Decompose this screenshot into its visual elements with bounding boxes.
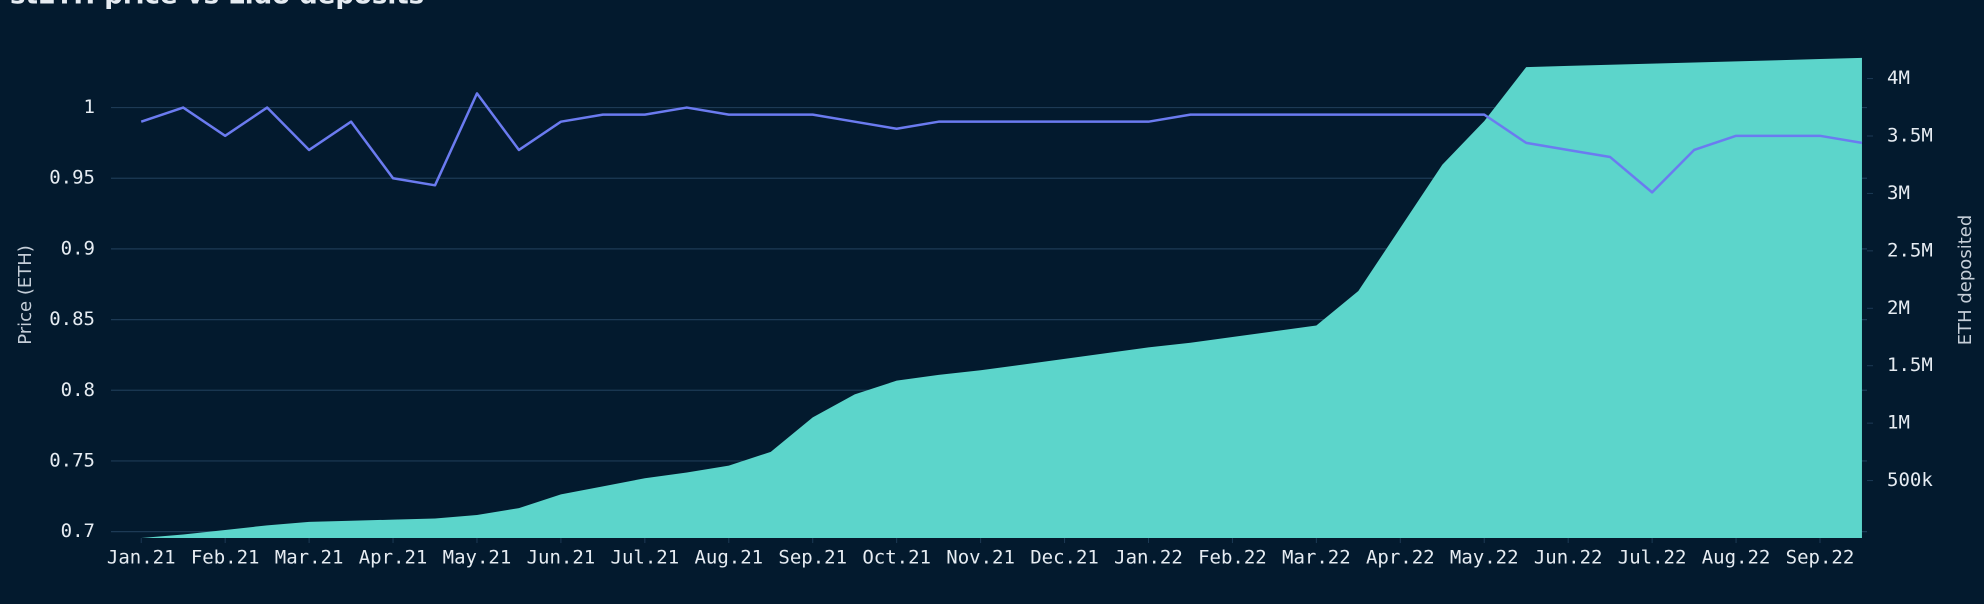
x-tick-label: Feb.21	[191, 547, 260, 569]
x-tick-label: Nov.21	[946, 547, 1015, 569]
x-tick-label: Aug.21	[694, 547, 763, 569]
x-tick-label: Feb.22	[1198, 547, 1267, 569]
y2-tick-label: 2M	[1887, 297, 1910, 319]
deposit-area	[141, 57, 1862, 538]
y-tick-label: 0.7	[61, 520, 95, 542]
x-tick-label: Jun.22	[1534, 547, 1603, 569]
chart-title: stETH price vs Lido deposits	[10, 0, 424, 11]
y-tick-label: 0.85	[49, 308, 95, 330]
price-line	[140, 92, 1863, 194]
y2-tick-label: 500k	[1887, 469, 1933, 491]
plot	[111, 57, 1867, 538]
x-tick-label: May.21	[443, 547, 512, 569]
y-tick-label: 1	[84, 96, 95, 118]
x-tick-label: Mar.21	[275, 547, 344, 569]
x-tick-label: May.22	[1450, 547, 1519, 569]
y2-tick-label: 4M	[1887, 67, 1910, 89]
x-tick-label: Jan.22	[1114, 547, 1183, 569]
x-tick-label: Jan.21	[107, 547, 176, 569]
y2-tick-label: 3M	[1887, 182, 1910, 204]
y-tick-label: 0.9	[61, 237, 95, 259]
x-tick-label: Sep.22	[1786, 547, 1855, 569]
y2-tick-label: 1.5M	[1887, 354, 1933, 376]
y2-axis-label: ETH deposited	[1955, 215, 1976, 346]
x-tick-label: Oct.21	[862, 547, 931, 569]
x-tick-label: Aug.22	[1702, 547, 1771, 569]
y-tick-label: 0.8	[61, 379, 95, 401]
y-tick-label: 0.75	[49, 449, 95, 471]
x-tick-label: Dec.21	[1030, 547, 1099, 569]
x-tick-label: Jul.22	[1618, 547, 1687, 569]
y-tick-label: 0.95	[49, 167, 95, 189]
x-tick-label: Apr.21	[359, 547, 428, 569]
x-tick-label: Mar.22	[1282, 547, 1351, 569]
y2-tick-label: 1M	[1887, 412, 1910, 434]
x-tick-label: Sep.21	[778, 547, 847, 569]
y2-tick-label: 2.5M	[1887, 239, 1933, 261]
y2-tick-label: 3.5M	[1887, 124, 1933, 146]
x-tick-label: Apr.22	[1366, 547, 1435, 569]
x-tick-label: Jun.21	[527, 547, 596, 569]
x-tick-label: Jul.21	[611, 547, 680, 569]
y-axis-label: Price (ETH)	[15, 245, 36, 345]
